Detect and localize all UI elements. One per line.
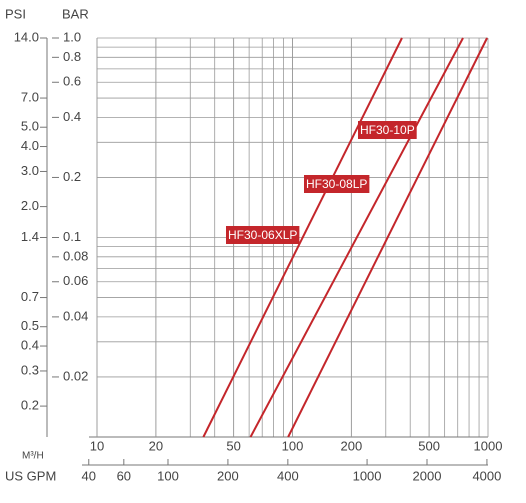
y2-axis-label: PSI: [5, 6, 26, 21]
x2-tick-label: 2000: [413, 468, 442, 483]
y-tick-label: 0.1: [63, 229, 81, 244]
series-label-text: HF30-06XLP: [228, 228, 297, 242]
x2-tick-label: 400: [277, 468, 299, 483]
x-tick-label: 500: [418, 438, 440, 453]
series-label: HF30-10P: [358, 121, 417, 139]
x2-tick-label: 200: [217, 468, 239, 483]
x-tick-label: 100: [282, 438, 304, 453]
series-line: [202, 37, 403, 438]
y2-tick-label: 14.0: [14, 29, 39, 44]
series-label-text: HF30-10P: [360, 123, 415, 137]
x2-tick-label: 1000: [353, 468, 382, 483]
y2-tick-label: 0.2: [21, 398, 39, 413]
y-tick-label: 0.8: [63, 49, 81, 64]
series-label-box: [304, 175, 370, 193]
y2-tick-label: 0.7: [21, 289, 39, 304]
x-tick-label: 200: [340, 438, 362, 453]
y2-tick-label: 0.5: [21, 318, 39, 333]
y2-tick-label: 0.4: [21, 337, 39, 352]
y2-tick-label: 7.0: [21, 89, 39, 104]
y-axis-label: BAR: [62, 6, 89, 21]
y2-tick-label: 0.3: [21, 362, 39, 377]
y2-tick-label: 1.4: [21, 229, 39, 244]
y2-tick-label: 5.0: [21, 119, 39, 134]
series-label: HF30-08LP: [304, 175, 370, 193]
x-axis-label: M³/H: [22, 451, 44, 462]
y-tick-label: 0.4: [63, 109, 81, 124]
x2-tick-label: 40: [82, 468, 96, 483]
y-tick-label: 1.0: [63, 29, 81, 44]
y-tick-label: 0.06: [63, 273, 88, 288]
x2-tick-label: 4000: [472, 468, 501, 483]
y2-tick-label: 2.0: [21, 198, 39, 213]
x-tick-label: 20: [149, 438, 163, 453]
x2-axis-label: US GPM: [5, 468, 56, 483]
series-label-box: [226, 226, 300, 244]
series-line: [287, 37, 488, 438]
y-tick-label: 0.2: [63, 169, 81, 184]
series-label: HF30-06XLP: [226, 226, 300, 244]
series-label-box: [358, 121, 417, 139]
series-line: [249, 37, 464, 438]
x-tick-label: 10: [90, 438, 104, 453]
y2-tick-label: 3.0: [21, 163, 39, 178]
y-tick-label: 0.02: [63, 368, 88, 383]
y-tick-label: 0.08: [63, 248, 88, 263]
y2-tick-label: 4.0: [21, 138, 39, 153]
series-label-text: HF30-08LP: [306, 177, 367, 191]
x-tick-label: 50: [226, 438, 240, 453]
x2-tick-label: 60: [117, 468, 131, 483]
x-tick-label: 1000: [474, 438, 503, 453]
y-tick-label: 0.6: [63, 74, 81, 89]
y-tick-label: 0.04: [63, 308, 88, 323]
x2-tick-label: 100: [157, 468, 179, 483]
